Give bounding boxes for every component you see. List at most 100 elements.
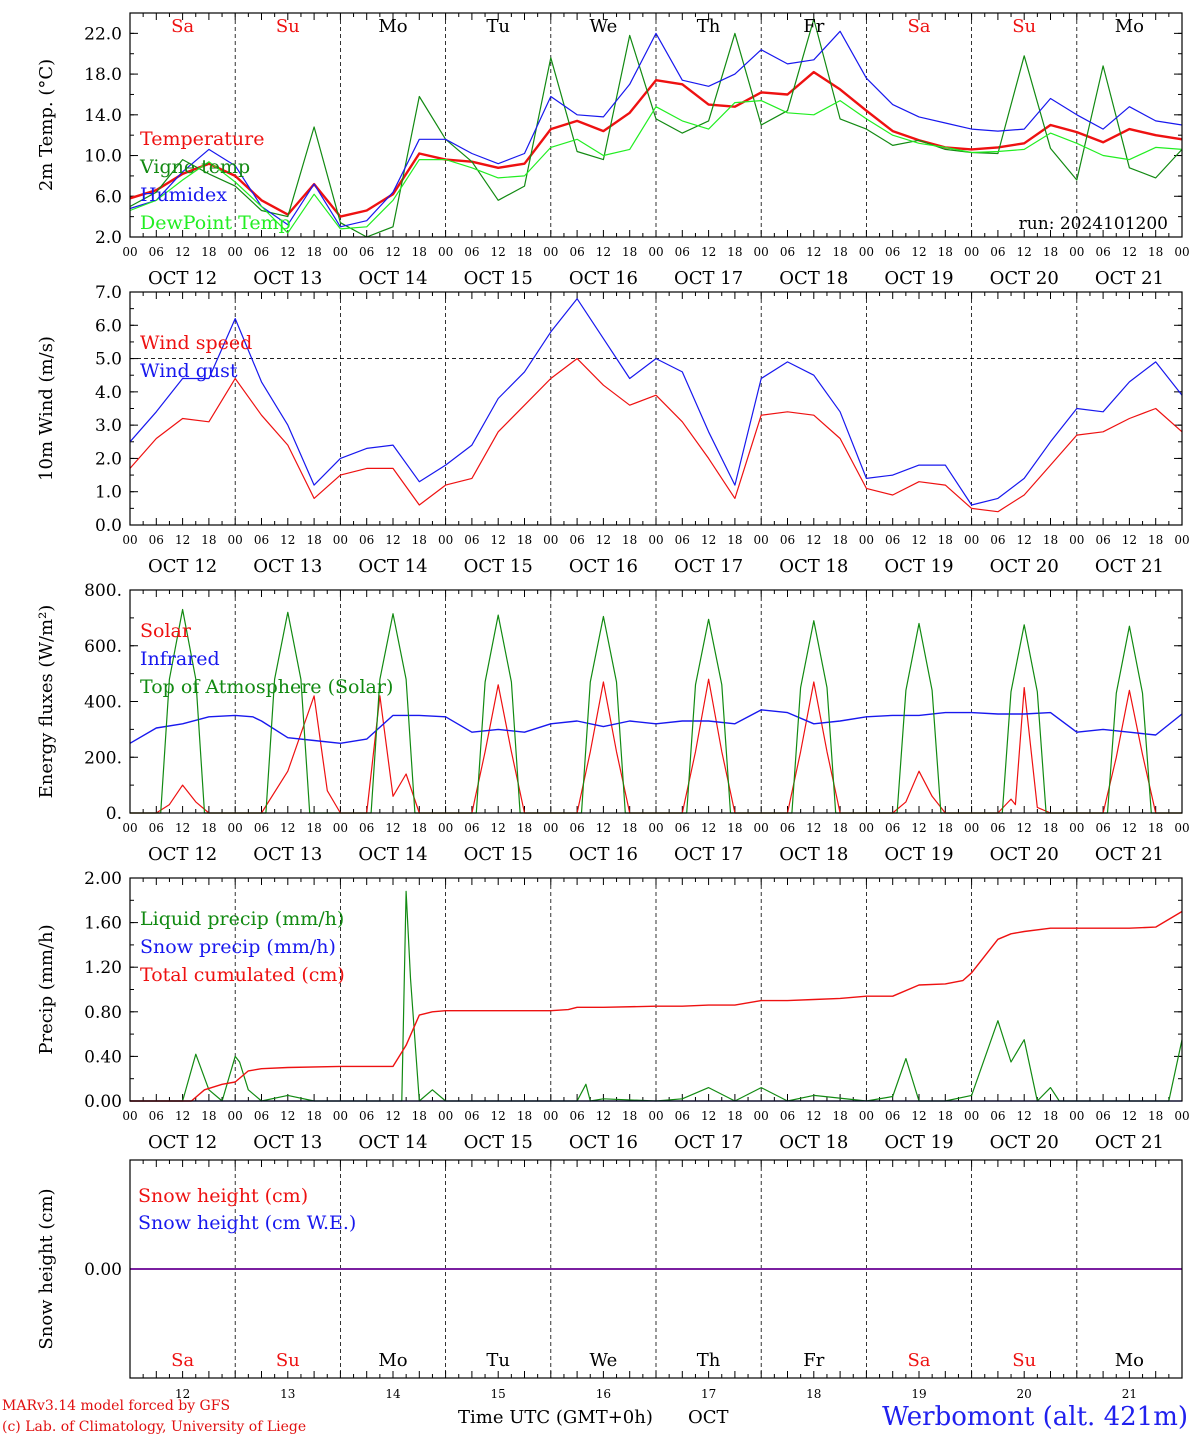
day-label: OCT 21 bbox=[1095, 268, 1164, 289]
hour-tick-label: 18 bbox=[727, 821, 742, 835]
legend-entry: Infrared bbox=[140, 648, 220, 670]
hour-tick-label: 12 bbox=[491, 821, 506, 835]
hour-tick-label: 06 bbox=[885, 245, 900, 259]
y-axis-label: 2m Temp. (°C) bbox=[36, 59, 57, 191]
y-tick-label: 6.0 bbox=[95, 316, 122, 336]
weekday-label: Mo bbox=[1115, 1350, 1144, 1371]
hour-tick-label: 00 bbox=[333, 533, 348, 547]
day-number-label: 14 bbox=[385, 1387, 401, 1401]
hour-tick-label: 00 bbox=[754, 533, 769, 547]
hour-tick-label: 12 bbox=[280, 245, 295, 259]
hour-tick-label: 18 bbox=[306, 245, 321, 259]
y-tick-label: 6.0 bbox=[95, 187, 122, 207]
hour-tick-label: 12 bbox=[911, 1109, 926, 1123]
hour-tick-label: 18 bbox=[622, 821, 637, 835]
y-tick-label: 5.0 bbox=[95, 350, 122, 370]
legend-entry: Snow precip (mm/h) bbox=[140, 936, 336, 958]
hour-tick-label: 06 bbox=[780, 245, 795, 259]
hour-tick-label: 06 bbox=[254, 821, 269, 835]
day-number-label: 17 bbox=[701, 1387, 716, 1401]
hour-tick-label: 18 bbox=[727, 533, 742, 547]
day-label: OCT 12 bbox=[148, 1132, 217, 1153]
hour-tick-label: 18 bbox=[832, 1109, 847, 1123]
panel-3: 0. 200. 400. 600. 800. Energy fluxes (W/m²) So… bbox=[36, 581, 1190, 865]
hour-tick-label: 06 bbox=[569, 1109, 584, 1123]
hour-tick-label: 00 bbox=[122, 245, 137, 259]
hour-tick-label: 00 bbox=[228, 1109, 243, 1123]
day-label: OCT 18 bbox=[779, 1132, 848, 1153]
day-number-label: 12 bbox=[175, 1387, 190, 1401]
hour-tick-label: 18 bbox=[622, 245, 637, 259]
hour-tick-label: 00 bbox=[543, 245, 558, 259]
y-tick-label: 0.40 bbox=[84, 1047, 122, 1067]
hour-tick-label: 00 bbox=[543, 1109, 558, 1123]
hour-tick-label: 00 bbox=[543, 821, 558, 835]
weekday-label: Th bbox=[697, 1350, 721, 1371]
day-label: OCT 13 bbox=[253, 556, 322, 577]
day-label: OCT 17 bbox=[674, 268, 743, 289]
hour-tick-label: 12 bbox=[280, 821, 295, 835]
hour-tick-label: 06 bbox=[780, 1109, 795, 1123]
model-credit: MARv3.14 model forced by GFS bbox=[2, 1398, 231, 1414]
hour-tick-label: 00 bbox=[1069, 1109, 1084, 1123]
legend-entry: DewPoint Temp bbox=[140, 212, 291, 234]
hour-tick-label: 12 bbox=[911, 821, 926, 835]
day-label: OCT 20 bbox=[990, 844, 1059, 865]
plot-frame bbox=[129, 877, 1183, 1102]
hour-tick-label: 12 bbox=[491, 533, 506, 547]
y-tick-label: 600. bbox=[84, 637, 122, 657]
panel-1: 2.0 6.0 10.0 14.0 18.0 22.0 2m Temp. (°C) Tempe… bbox=[36, 12, 1190, 289]
y-axis-label: Precip (mm/h) bbox=[36, 924, 57, 1054]
hour-tick-label: 00 bbox=[1069, 245, 1084, 259]
hour-tick-label: 18 bbox=[517, 1109, 532, 1123]
hour-tick-label: 12 bbox=[175, 245, 190, 259]
hour-tick-label: 18 bbox=[306, 533, 321, 547]
hour-tick-label: 00 bbox=[1069, 821, 1084, 835]
day-label: OCT 19 bbox=[884, 1132, 953, 1153]
hour-tick-label: 12 bbox=[175, 1109, 190, 1123]
hour-tick-label: 00 bbox=[1174, 821, 1189, 835]
hour-tick-label: 12 bbox=[806, 245, 821, 259]
plot-frame bbox=[129, 12, 1183, 238]
hour-tick-label: 00 bbox=[964, 245, 979, 259]
plot-frame bbox=[129, 1159, 1183, 1379]
lab-credit: (c) Lab. of Climatology, University of L… bbox=[2, 1419, 307, 1435]
day-label: OCT 17 bbox=[674, 844, 743, 865]
hour-tick-label: 18 bbox=[727, 1109, 742, 1123]
legend-entry: Snow height (cm) bbox=[138, 1185, 308, 1207]
hour-tick-label: 18 bbox=[517, 821, 532, 835]
hour-tick-label: 00 bbox=[964, 821, 979, 835]
hour-tick-label: 12 bbox=[701, 1109, 716, 1123]
weekday-label: Th bbox=[697, 16, 721, 37]
day-label: OCT 21 bbox=[1095, 844, 1164, 865]
station-label: Werbomont (alt. 421m) bbox=[882, 1402, 1188, 1432]
day-label: OCT 19 bbox=[884, 844, 953, 865]
run-annotation: run: 2024101200 bbox=[1019, 214, 1168, 234]
day-label: OCT 17 bbox=[674, 556, 743, 577]
day-number-label: 16 bbox=[596, 1387, 611, 1401]
hour-tick-label: 18 bbox=[1148, 821, 1163, 835]
legend-entry: Total cumulated (cm) bbox=[140, 964, 345, 986]
legend-entry: Snow height (cm W.E.) bbox=[138, 1212, 356, 1234]
weekday-label: Fr bbox=[803, 1350, 824, 1371]
y-tick-label: 10.0 bbox=[84, 147, 122, 167]
hour-tick-label: 12 bbox=[806, 1109, 821, 1123]
weekday-label: Sa bbox=[171, 1350, 194, 1371]
day-label: OCT 15 bbox=[464, 268, 533, 289]
hour-tick-label: 18 bbox=[938, 245, 953, 259]
hour-tick-label: 06 bbox=[464, 533, 479, 547]
y-tick-label: 800. bbox=[84, 581, 122, 601]
day-label: OCT 12 bbox=[148, 268, 217, 289]
day-label: OCT 21 bbox=[1095, 1132, 1164, 1153]
weekday-label: Su bbox=[276, 1350, 300, 1371]
panel-5: 0.00 Snow height (cm) Snow height (cm) Snow… bbox=[36, 1159, 1183, 1428]
weekday-label: Fr bbox=[803, 16, 824, 37]
hour-tick-label: 18 bbox=[727, 245, 742, 259]
day-label: OCT 14 bbox=[358, 844, 427, 865]
legend-entry: Solar bbox=[140, 620, 192, 642]
y-tick-label: 400. bbox=[84, 693, 122, 713]
hour-tick-label: 12 bbox=[911, 533, 926, 547]
hour-tick-label: 12 bbox=[1017, 821, 1032, 835]
y-tick-label: 3.0 bbox=[95, 416, 122, 436]
hour-tick-label: 18 bbox=[832, 245, 847, 259]
